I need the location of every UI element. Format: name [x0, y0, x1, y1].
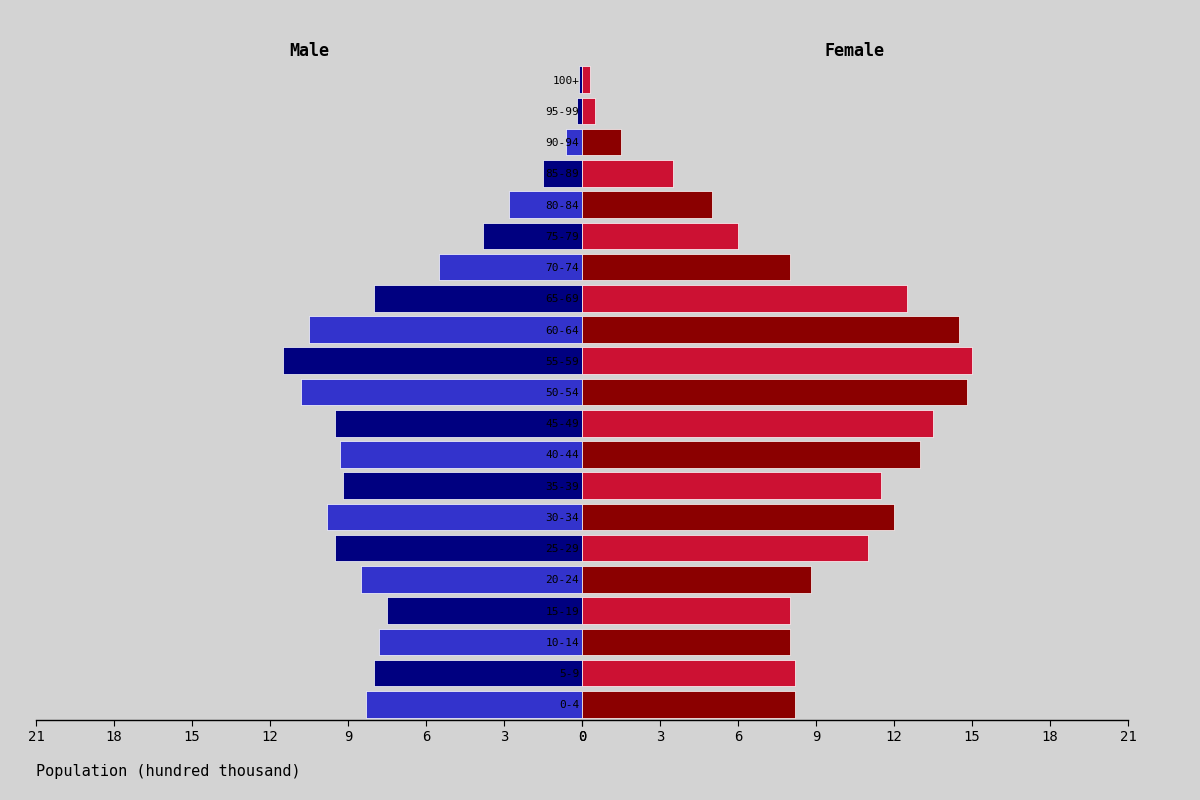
Bar	[582, 535, 868, 562]
Bar	[335, 410, 582, 437]
Bar	[343, 473, 582, 499]
Bar	[386, 598, 582, 624]
Bar	[582, 378, 967, 406]
Bar	[582, 660, 796, 686]
Bar	[582, 598, 790, 624]
Bar	[374, 285, 582, 311]
Bar	[582, 160, 673, 186]
Bar	[439, 254, 582, 280]
Bar	[582, 222, 738, 249]
Bar	[582, 191, 712, 218]
Bar	[582, 316, 959, 343]
Bar	[310, 316, 582, 343]
Bar	[582, 66, 590, 93]
Bar	[582, 410, 934, 437]
Bar	[582, 629, 790, 655]
Bar	[577, 98, 582, 124]
Title: Male: Male	[289, 42, 329, 60]
Bar	[379, 629, 582, 655]
Bar	[374, 660, 582, 686]
Bar	[366, 691, 582, 718]
Bar	[582, 254, 790, 280]
Bar	[283, 347, 582, 374]
Bar	[335, 535, 582, 562]
Bar	[580, 66, 582, 93]
Bar	[509, 191, 582, 218]
Bar	[582, 285, 907, 311]
Title: Female: Female	[826, 42, 886, 60]
Bar	[582, 129, 622, 155]
Bar	[582, 566, 811, 593]
Text: Population (hundred thousand): Population (hundred thousand)	[36, 764, 301, 779]
Bar	[566, 129, 582, 155]
Bar	[484, 222, 582, 249]
Bar	[328, 504, 582, 530]
Bar	[582, 98, 595, 124]
Bar	[361, 566, 582, 593]
Bar	[582, 691, 796, 718]
Bar	[582, 504, 894, 530]
Bar	[582, 441, 920, 468]
Bar	[301, 378, 582, 406]
Bar	[582, 473, 881, 499]
Bar	[341, 441, 582, 468]
Bar	[542, 160, 582, 186]
Bar	[582, 347, 972, 374]
